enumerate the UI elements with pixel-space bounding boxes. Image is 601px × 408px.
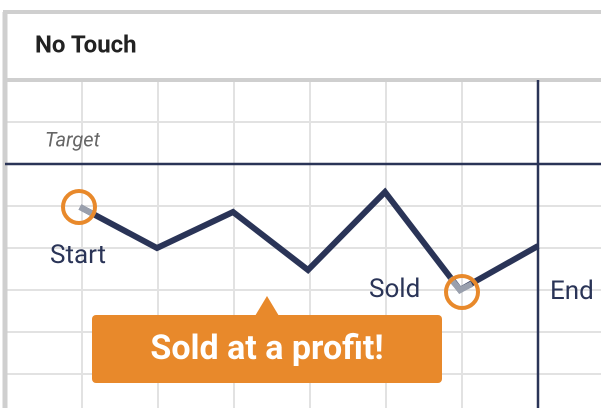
callout-box [92,315,442,383]
target-label: Target [45,127,101,151]
header-title: No Touch [35,30,137,58]
callout-text: Sold at a profit! [150,328,383,368]
sold-segment [447,276,474,294]
end-label: End [550,276,594,306]
start-label: Start [50,240,106,270]
callout-pointer [255,296,279,316]
start-marker [61,189,97,225]
sold-label: Sold [369,274,420,304]
sold-marker [444,274,480,310]
